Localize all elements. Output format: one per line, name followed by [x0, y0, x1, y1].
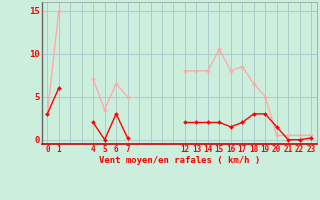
- X-axis label: Vent moyen/en rafales ( km/h ): Vent moyen/en rafales ( km/h ): [99, 156, 260, 165]
